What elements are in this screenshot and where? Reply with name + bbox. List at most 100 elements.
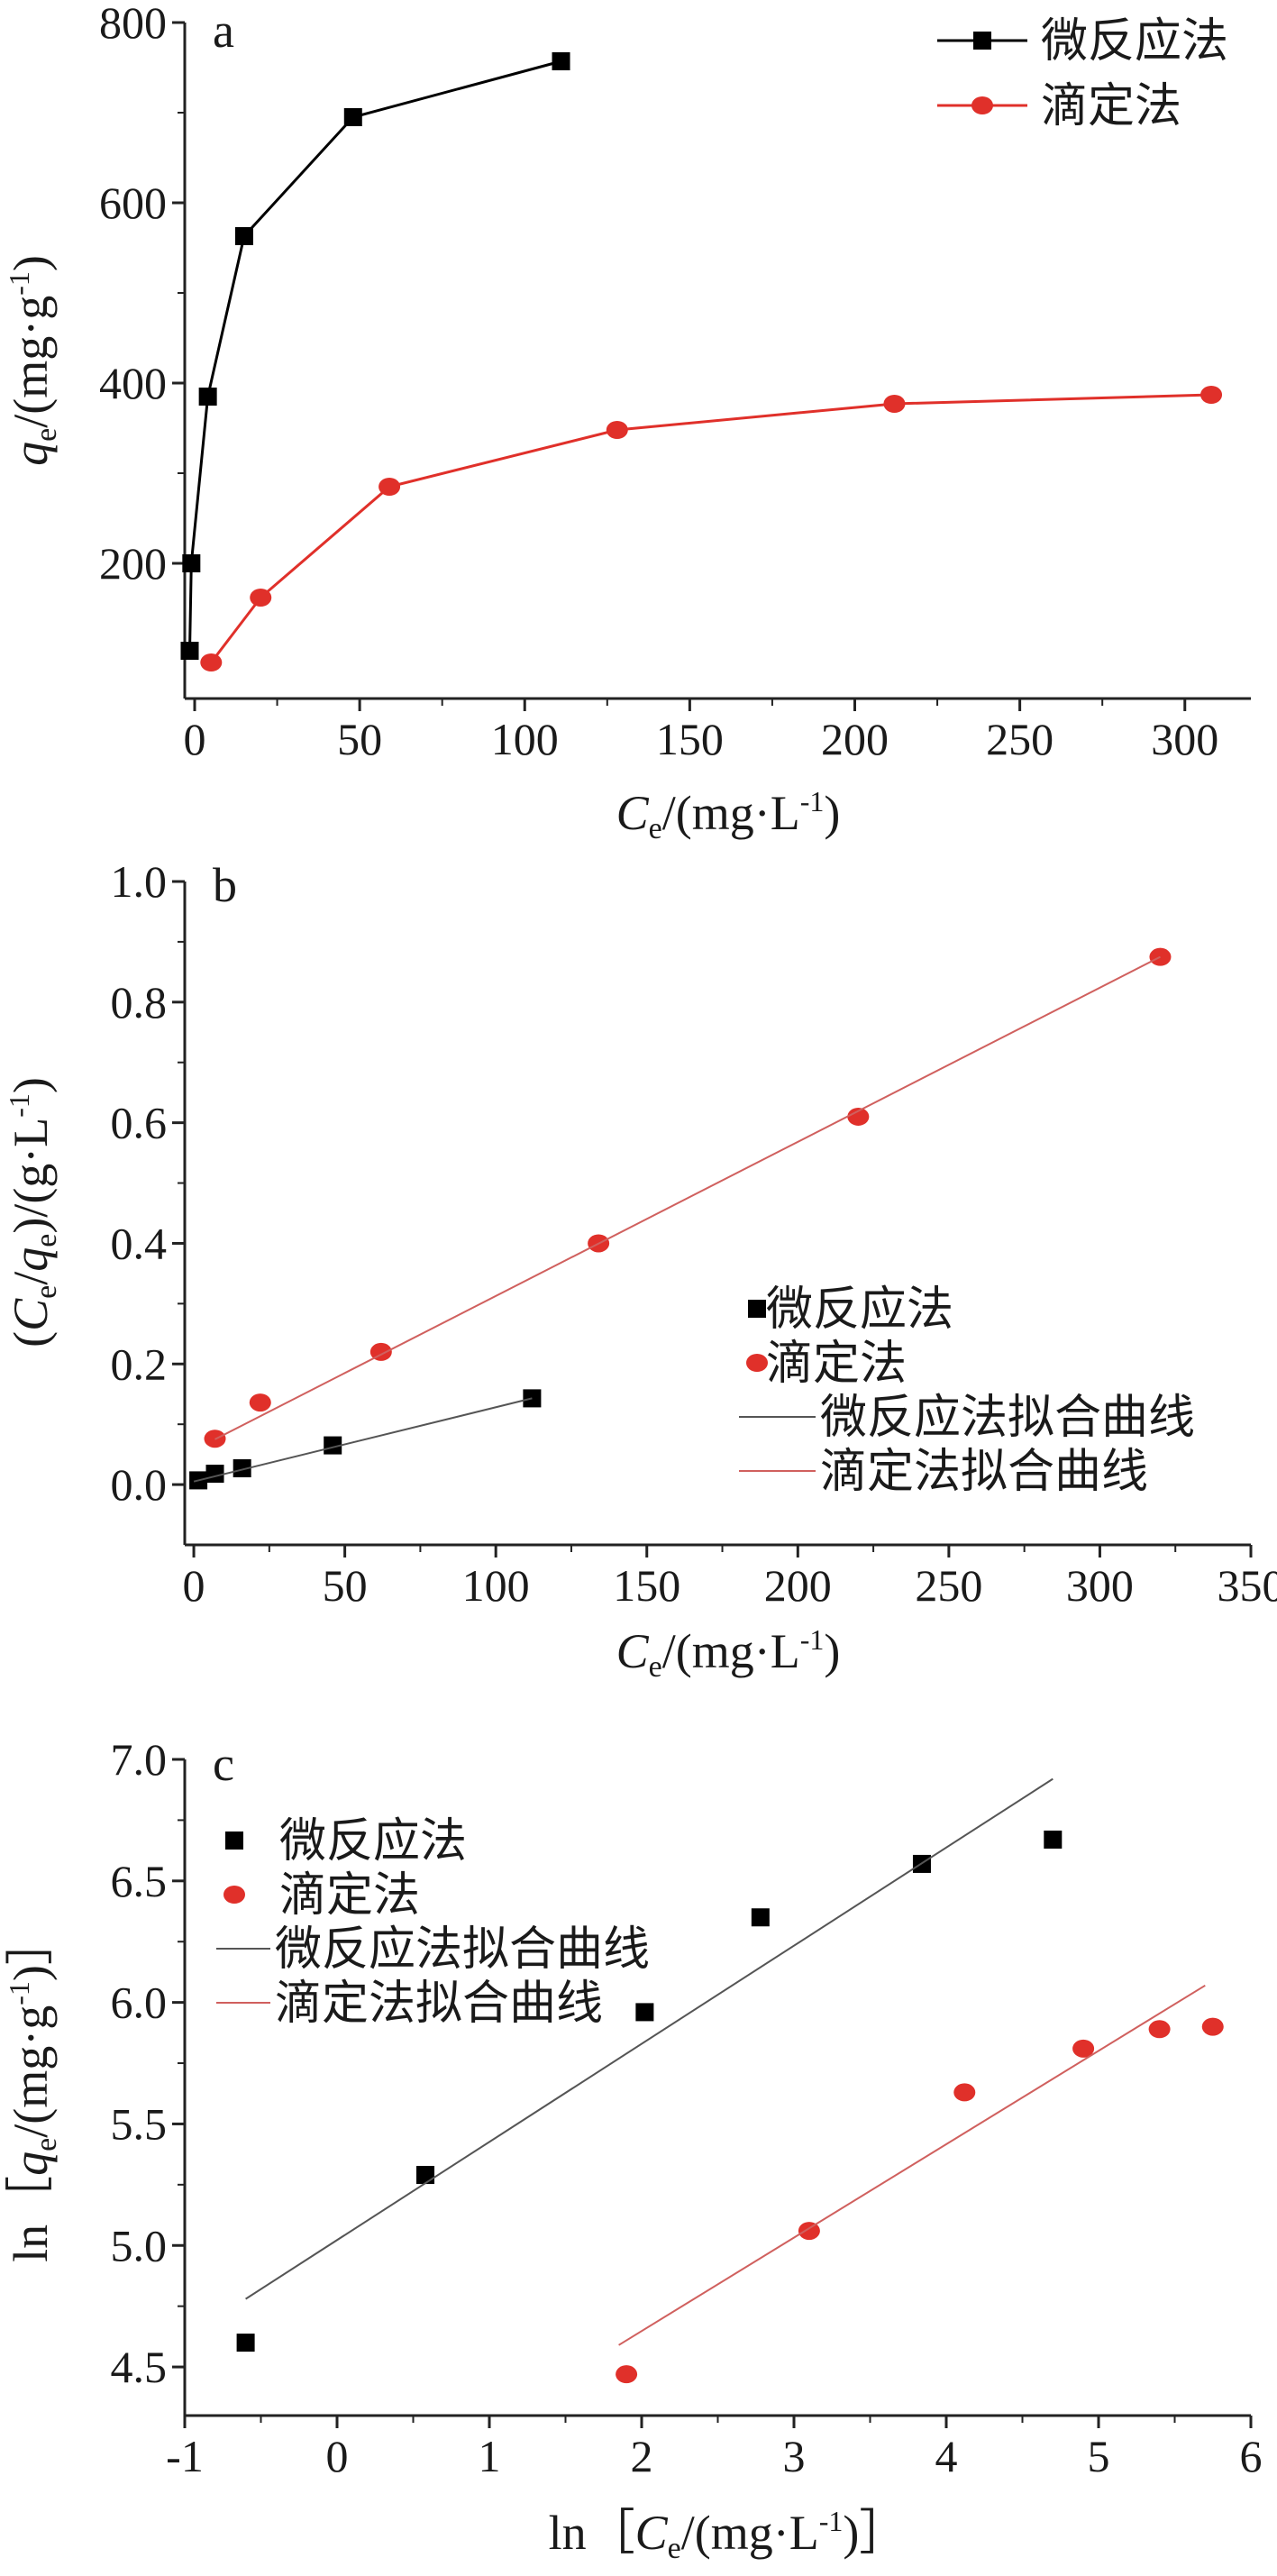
data-point [234,227,253,245]
data-point [379,478,401,496]
data-point [616,2365,638,2384]
panel-letter: a [213,4,234,58]
legend-marker [971,96,993,114]
data-point [751,1908,770,1927]
y-axis-title: qe/(mg·g-1) [3,255,63,466]
panel-b: 0 50 100 150 200 250 300 350 0.0 0.2 0.4 0.6 0.8 1.0 b… [3,856,1277,1684]
legend-label: 微反应法 [766,1284,953,1336]
x-tick-label: 2 [631,2431,653,2481]
x-tick-label: 200 [764,1560,832,1611]
series-line [618,1984,1206,2346]
data-point [606,421,628,439]
data-point [798,2222,820,2241]
legend-label: 微反应法 [279,1816,467,1868]
data-point [1044,1830,1063,1849]
data-point [1148,2020,1171,2039]
data-point [200,653,223,671]
x-tick-label: 4 [935,2431,958,2481]
y-tick-label: 5.0 [111,2220,168,2270]
data-point [180,642,199,660]
legend-label: 微反应法拟合曲线 [275,1924,650,1976]
x-tick-label: 1 [479,2431,501,2481]
y-tick-label: 7.0 [111,1734,168,1785]
x-tick-label: 150 [613,1560,680,1611]
y-tick-label: 0.4 [111,1218,168,1268]
series-4 [214,955,1161,1440]
y-tick-label: 4.5 [111,2342,168,2392]
series-1 [180,52,570,660]
x-tick-label: 250 [915,1560,982,1611]
legend-marker [225,1832,243,1850]
data-point [1200,386,1223,404]
y-tick-label: 5.5 [111,2098,168,2149]
x-tick-label: -1 [166,2431,204,2481]
legend-label: 滴定法 [1041,81,1181,132]
x-axis-title: Ce/(mg·L-1) [616,785,841,845]
x-tick-label: 0 [183,1560,205,1611]
legend-marker [746,1354,768,1372]
data-point [233,1459,251,1478]
legend-label: 滴定法 [279,1870,420,1922]
y-tick-label: 1.0 [111,856,168,907]
y-tick-label: 800 [99,0,167,48]
x-tick-label: 0 [326,2431,349,2481]
panel-c: -1 0 1 2 3 4 5 6 4.5 5.0 5.5 6.0 6.5 7.0 c ln［Ce/(mg·L-… [3,1734,1263,2565]
data-point [198,388,217,406]
data-point [1201,2017,1224,2036]
data-point [1072,2039,1095,2058]
series-line [214,955,1161,1440]
x-tick-label: 300 [1066,1560,1134,1611]
data-point [883,395,906,413]
legend-marker [223,1886,245,1904]
series-line [245,1777,1054,2300]
x-tick-label: 200 [821,714,889,764]
panel-letter: b [213,858,237,912]
series-3 [193,1397,533,1483]
series-line [188,59,561,652]
y-tick-label: 6.5 [111,1856,168,1906]
y-axis-title: ln［qe/(mg·g-1)］ [3,1916,63,2262]
x-tick-label: 300 [1151,714,1218,764]
data-point [236,2334,255,2352]
y-tick-label: 0.0 [111,1459,168,1510]
legend-label: 滴定法拟合曲线 [275,1978,603,2030]
x-tick-label: 250 [986,714,1054,764]
y-tick-label: 0.2 [111,1338,168,1389]
data-point [416,2166,435,2185]
series-2 [616,2017,1224,2384]
x-tick-label: 150 [656,714,724,764]
data-point [249,1393,271,1412]
x-tick-label: 3 [783,2431,806,2481]
x-tick-label: 50 [323,1560,368,1611]
x-axis-title: ln［Ce/(mg·L-1)］ [549,2505,908,2565]
panel-letter: c [213,1737,234,1791]
y-tick-label: 600 [99,178,167,228]
data-point [205,1465,224,1484]
series-line [193,1397,533,1483]
x-tick-label: 100 [491,714,559,764]
legend-marker [973,32,991,50]
x-tick-label: 5 [1088,2431,1110,2481]
y-tick-label: 0.6 [111,1098,168,1148]
x-tick-label: 100 [462,1560,530,1611]
series-3 [245,1777,1054,2300]
data-point [250,589,272,607]
y-tick-label: 6.0 [111,1978,168,2028]
x-axis-title: Ce/(mg·L-1) [616,1623,841,1684]
y-tick-label: 200 [99,538,167,589]
x-tick-label: 6 [1240,2431,1263,2481]
data-point [343,108,362,126]
data-point [635,2003,654,2022]
legend-label: 滴定法 [766,1338,907,1390]
y-axis-title: (Ce/qe)/(g·L-1) [3,1077,63,1347]
data-point [552,52,570,70]
data-point [324,1436,342,1455]
legend-marker [748,1300,766,1318]
series-line [210,393,1212,663]
x-tick-label: 350 [1218,1560,1277,1611]
x-tick-label: 0 [183,714,205,764]
